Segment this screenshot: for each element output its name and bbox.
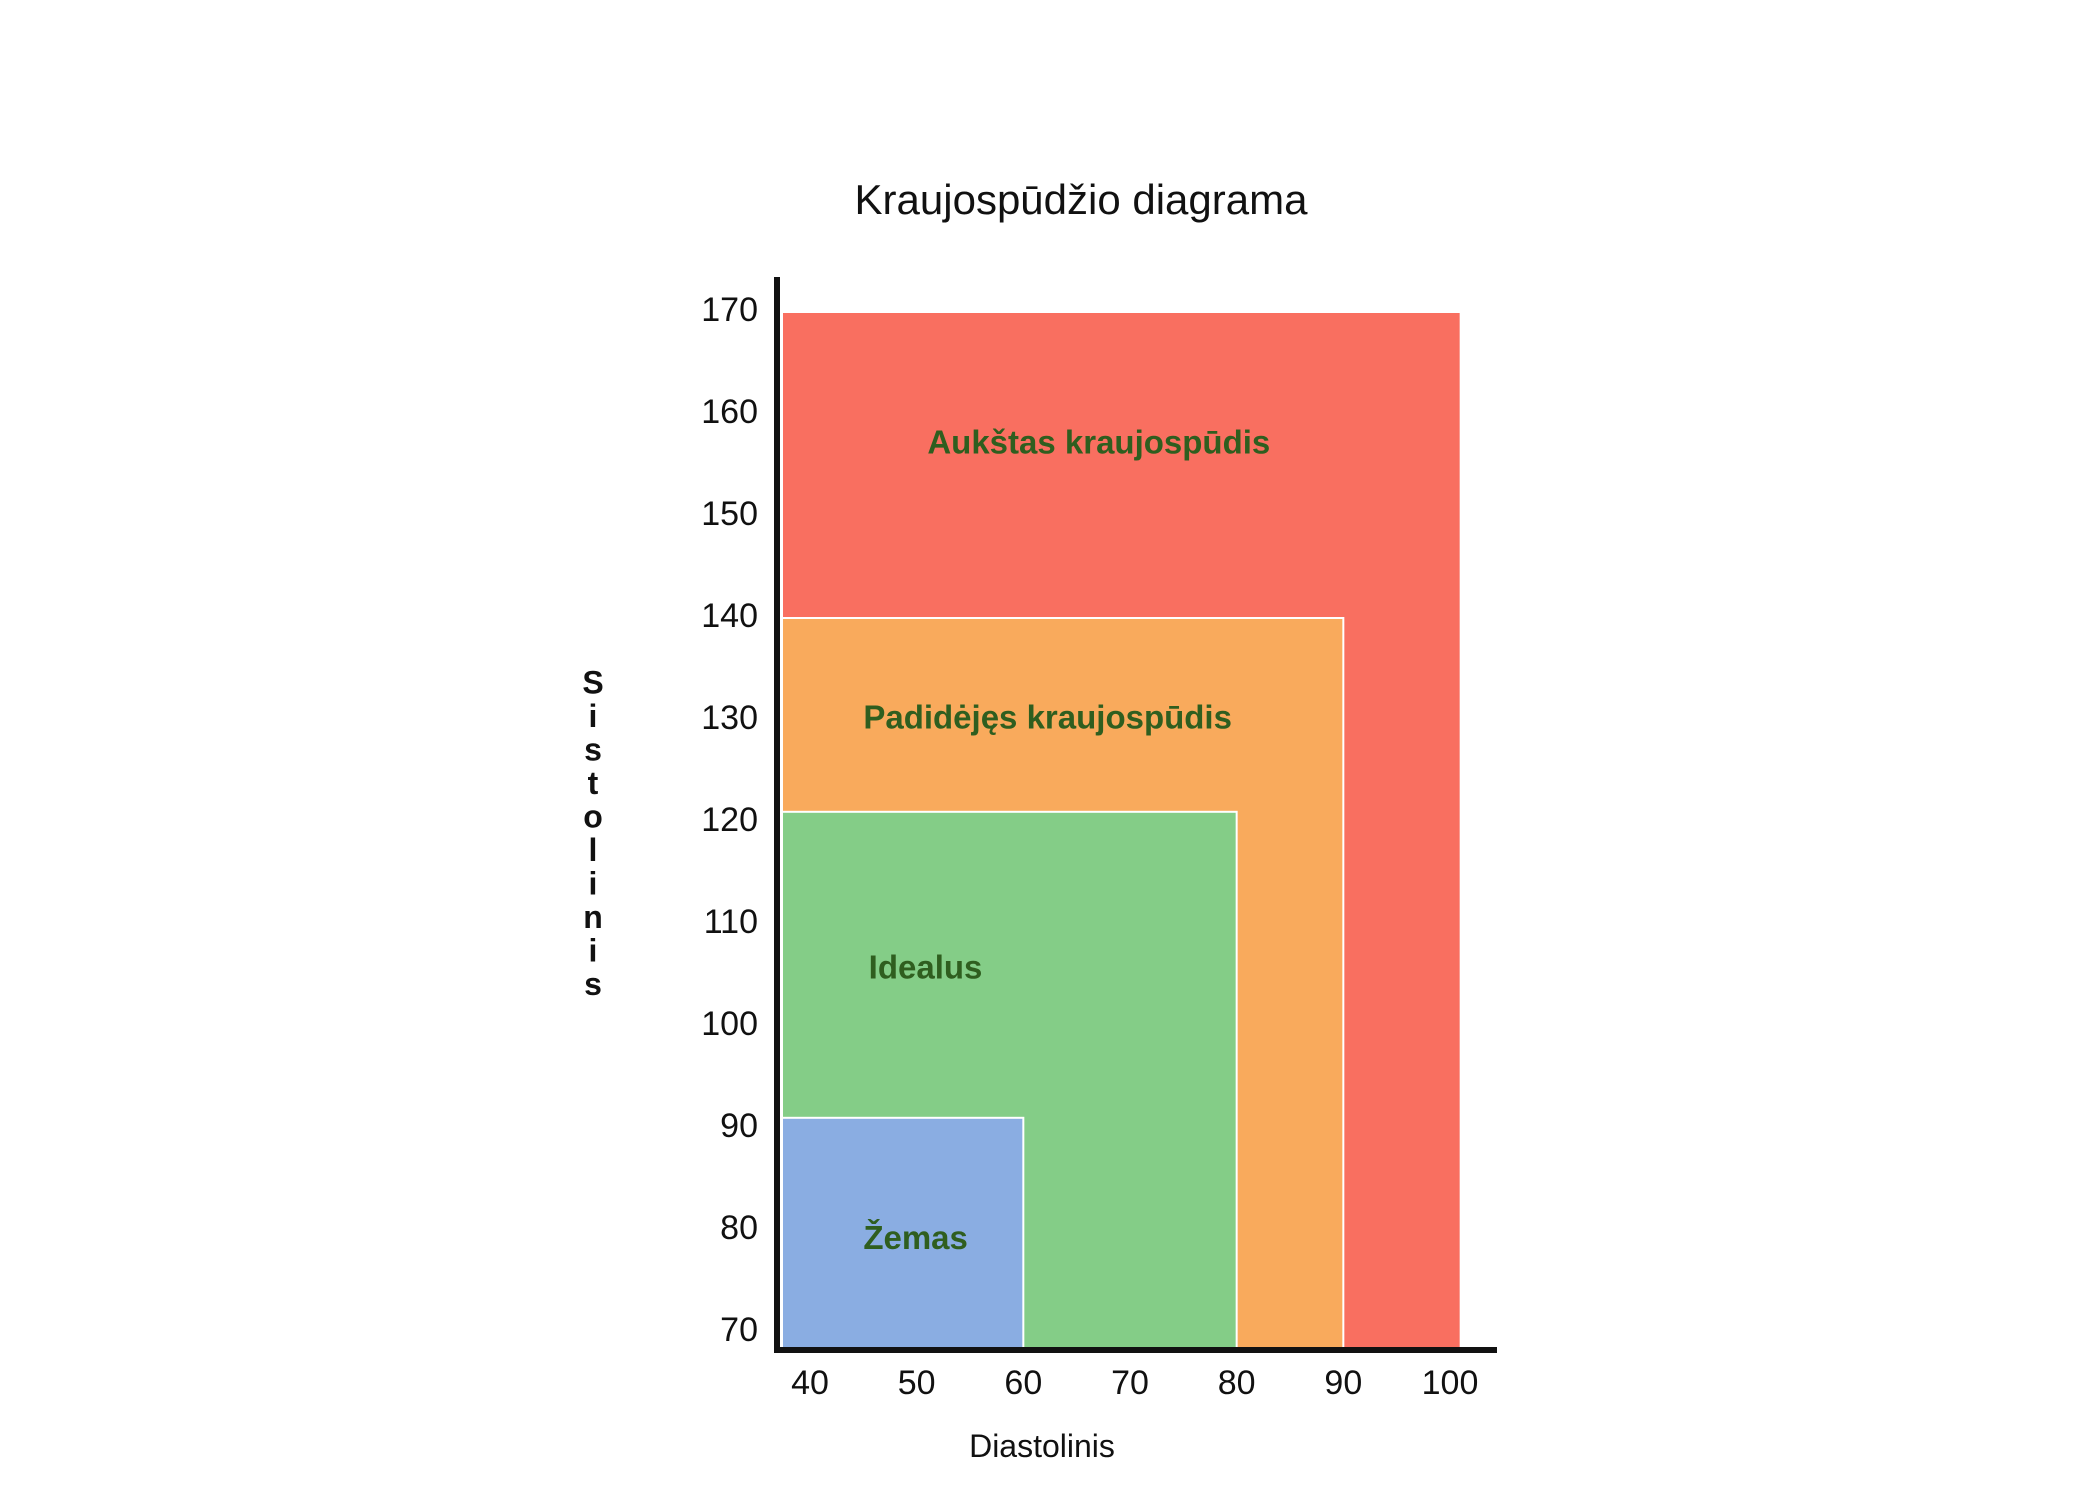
- x-tick-label: 80: [1218, 1364, 1256, 1402]
- y-axis-label-letter: o: [583, 798, 603, 834]
- chart-title: Kraujospūdžio diagrama: [855, 176, 1309, 223]
- y-tick-label: 160: [701, 393, 758, 431]
- y-axis-label-letter: n: [583, 899, 603, 935]
- y-tick-label: 100: [701, 1005, 758, 1043]
- y-tick-label: 110: [704, 903, 758, 941]
- zone-2-label: Idealus: [869, 949, 983, 986]
- y-tick-label: 150: [701, 495, 758, 533]
- zone-3-label: Žemas: [863, 1219, 968, 1256]
- y-axis-label-letter: s: [584, 731, 602, 767]
- y-axis-label-letter: s: [584, 966, 602, 1002]
- zone-1-label: Padidėjęs kraujospūdis: [863, 699, 1232, 736]
- y-tick-label: 120: [701, 801, 758, 839]
- zone-3-area: [781, 1116, 1025, 1350]
- y-axis-label-letter: i: [589, 865, 598, 901]
- x-tick-label: 100: [1422, 1364, 1479, 1402]
- y-tick-label: 90: [720, 1107, 758, 1145]
- x-tick-label: 60: [1004, 1364, 1042, 1402]
- y-axis-label-letter: i: [589, 698, 598, 734]
- y-axis-label-letter: l: [589, 832, 598, 868]
- y-tick-label: 170: [701, 291, 758, 329]
- y-tick-label: 130: [701, 699, 758, 737]
- zones-layer: [781, 311, 1462, 1350]
- y-tick-label: 140: [701, 597, 758, 635]
- x-tick-label: 90: [1324, 1364, 1362, 1402]
- y-axis-label-letter: S: [582, 664, 603, 700]
- zone-0-label: Aukštas kraujospūdis: [927, 423, 1270, 460]
- ticks-layer: 70 80 90 100 110 120 130 140 150 160 170 40 50 60 70 80…: [701, 291, 1478, 1402]
- zone-labels-layer: Aukštas kraujospūdis Padidėjęs kraujospūd…: [863, 423, 1270, 1256]
- y-axis-label-letter: t: [588, 765, 599, 801]
- x-tick-label: 70: [1111, 1364, 1149, 1402]
- y-tick-label: 80: [720, 1209, 758, 1247]
- y-axis-label-letter: i: [589, 932, 598, 968]
- axes-layer: [774, 277, 1497, 1353]
- y-tick-label: 70: [720, 1311, 758, 1349]
- x-tick-label: 40: [791, 1364, 829, 1402]
- x-axis-label: Diastolinis: [969, 1428, 1115, 1464]
- x-tick-label: 50: [898, 1364, 936, 1402]
